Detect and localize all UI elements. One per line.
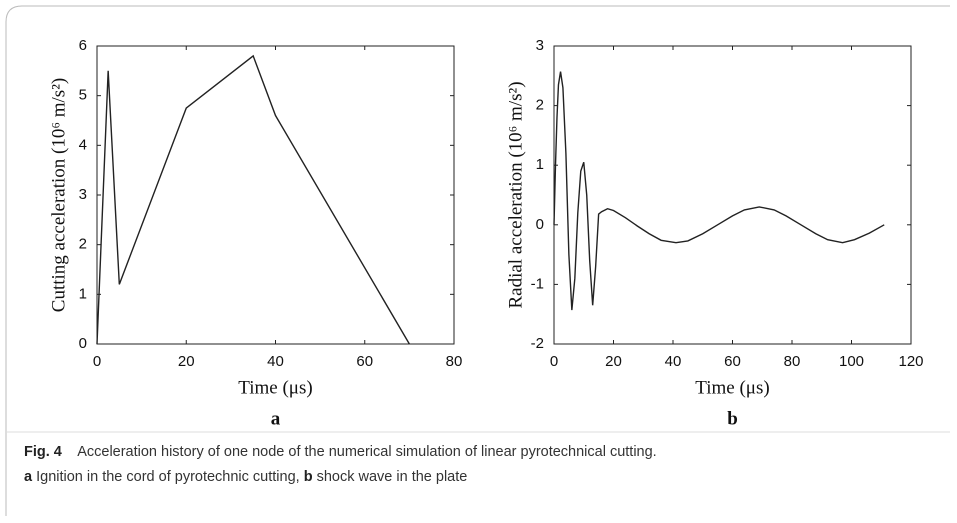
caption-part-text: shock wave in the plate bbox=[316, 469, 468, 485]
y-axis-label: Radial acceleration (10⁶ m/s²) bbox=[505, 81, 526, 308]
panel-label: a bbox=[271, 408, 281, 429]
y-tick-label: 1 bbox=[79, 285, 87, 302]
axes-box bbox=[96, 45, 455, 345]
data-line bbox=[96, 54, 410, 345]
x-tick-label: 60 bbox=[356, 353, 373, 370]
x-tick-label: 100 bbox=[839, 353, 864, 370]
caption-part-label: a bbox=[24, 469, 33, 485]
x-axis-label: Time (μs) bbox=[695, 377, 769, 398]
y-tick-label: 5 bbox=[79, 87, 87, 104]
y-tick-label: 3 bbox=[536, 37, 544, 54]
frame bbox=[5, 5, 950, 516]
x-tick-label: 40 bbox=[267, 353, 284, 370]
caption-label: Fig. 4 bbox=[24, 444, 62, 460]
x-tick-label: 120 bbox=[898, 353, 923, 370]
y-tick-label: 0 bbox=[536, 216, 544, 233]
caption-line: a Ignition in the cord of pyrotechnic cu… bbox=[24, 469, 467, 485]
x-tick-label: 80 bbox=[784, 353, 801, 370]
x-tick-label: 20 bbox=[178, 353, 195, 370]
x-tick-label: 80 bbox=[446, 353, 463, 370]
y-tick-label: 2 bbox=[536, 97, 544, 114]
caption-text: Acceleration history of one node of the … bbox=[77, 444, 657, 460]
caption-part-text: Ignition in the cord of pyrotechnic cutt… bbox=[36, 469, 300, 485]
caption-part-label: b bbox=[303, 469, 313, 485]
x-tick-label: 60 bbox=[724, 353, 741, 370]
x-tick-label: 40 bbox=[665, 353, 682, 370]
y-tick-label: 4 bbox=[79, 136, 87, 153]
y-tick-label: 1 bbox=[536, 156, 544, 173]
y-tick-label: 3 bbox=[79, 186, 87, 203]
y-tick-label: 6 bbox=[79, 37, 87, 54]
x-tick-label: 0 bbox=[550, 353, 558, 370]
x-axis-label: Time (μs) bbox=[238, 377, 312, 398]
y-tick-label: -2 bbox=[531, 335, 544, 352]
caption-line: Fig. 4 Acceleration history of one node … bbox=[24, 444, 657, 460]
x-tick-label: 0 bbox=[93, 353, 101, 370]
panel-label: b bbox=[727, 408, 738, 429]
x-tick-label: 20 bbox=[605, 353, 622, 370]
data-line bbox=[553, 71, 885, 311]
y-tick-label: 0 bbox=[79, 335, 87, 352]
axes-box bbox=[553, 45, 912, 345]
y-tick-label: -1 bbox=[531, 275, 544, 292]
y-axis-label: Cutting acceleration (10⁶ m/s²) bbox=[48, 78, 69, 312]
y-tick-label: 2 bbox=[79, 236, 87, 253]
